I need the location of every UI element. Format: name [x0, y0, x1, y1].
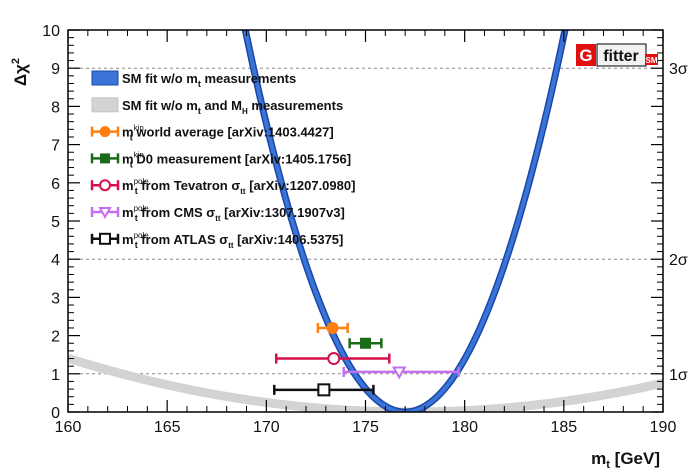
legend-label: mkin t world average [arXiv:1403.4427] — [122, 124, 334, 143]
legend-item: mpole t from Tevatron σtt [arXiv:1207.098… — [90, 177, 355, 196]
legend-marker — [100, 153, 110, 164]
legend-item: mpole t from ATLAS σtt [arXiv:1406.5375] — [90, 231, 343, 250]
legend-swatch — [91, 97, 119, 113]
measurement — [273, 383, 375, 397]
x-tick-label: 185 — [550, 419, 577, 436]
data-point — [326, 321, 339, 334]
measurement — [316, 321, 349, 334]
legend-item: mkin t world average [arXiv:1403.4427] — [90, 124, 334, 143]
legend: SM fit w/o mt measurements SM fit w/o mt … — [90, 70, 355, 250]
y-tick-label: 6 — [51, 176, 60, 193]
measurement — [275, 352, 391, 366]
legend-marker — [99, 179, 111, 192]
curve-sm-fit-without-mt — [243, 30, 568, 412]
logo-g-box — [576, 44, 596, 66]
logo-text: fitter — [603, 48, 639, 65]
y-axis-title: Δχ2 — [10, 58, 30, 86]
legend-label: SM fit w/o mt measurements — [122, 71, 296, 89]
y-tick-label: 3 — [51, 290, 60, 307]
legend-item: SM fit w/o mt and MH measurements — [91, 97, 343, 116]
legend-item: SM fit w/o mt measurements — [91, 70, 296, 89]
logo-sm: SM — [646, 56, 658, 65]
legend-label: mkin t D0 measurement [arXiv:1405.1756] — [122, 150, 351, 169]
legend-label: mpole t from CMS σtt [arXiv:1307.1907v3] — [122, 204, 345, 223]
logo-g: G — [579, 46, 592, 65]
data-point — [317, 383, 331, 397]
data-point — [392, 366, 407, 380]
y-tick-label: 9 — [51, 61, 60, 78]
legend-label: SM fit w/o mt and MH measurements — [122, 98, 343, 116]
y-tick-label: 0 — [51, 405, 60, 422]
legend-item: mkin t D0 measurement [arXiv:1405.1756] — [90, 150, 351, 169]
sigma-label: 1σ — [669, 367, 688, 384]
y-tick-label: 2 — [51, 329, 60, 346]
measurement-points — [273, 321, 460, 397]
x-tick-label: 175 — [352, 419, 379, 436]
axes: 160 165 170 175 180 185 190 0 1 2 3 4 5 6 7 8 9 10 — [42, 23, 676, 436]
data-point — [327, 352, 341, 366]
x-tick-label: 180 — [451, 419, 478, 436]
x-tick-label: 160 — [55, 419, 82, 436]
sigma-reference-lines: 1σ 2σ 3σ — [68, 61, 688, 384]
y-tick-label: 10 — [42, 23, 60, 40]
legend-marker — [99, 232, 111, 245]
legend-item: mpole t from CMS σtt [arXiv:1307.1907v3] — [90, 204, 345, 223]
y-tick-label: 1 — [51, 367, 60, 384]
y-tick-label: 8 — [51, 99, 60, 116]
logo-sm-box — [645, 54, 658, 65]
y-tick-label: 4 — [51, 252, 60, 269]
x-tick-label: 170 — [253, 419, 280, 436]
legend-marker — [98, 207, 112, 220]
legend-label: mpole t from ATLAS σtt [arXiv:1406.5375] — [122, 231, 343, 250]
x-tick-label: 190 — [650, 419, 677, 436]
gfitter-logo: G fitter SM — [576, 43, 658, 67]
data-point — [360, 337, 371, 349]
sigma-label: 3σ — [669, 61, 688, 78]
y-tick-label: 5 — [51, 214, 60, 231]
x-tick-label: 165 — [154, 419, 181, 436]
legend-label: mpole t from Tevatron σtt [arXiv:1207.098… — [122, 177, 355, 196]
legend-swatch — [91, 70, 119, 86]
x-axis-title: mt [GeV] — [591, 449, 660, 471]
sigma-label: 2σ — [669, 252, 688, 269]
y-tick-label: 7 — [51, 138, 60, 155]
measurement — [342, 366, 460, 380]
measurement — [348, 337, 383, 349]
legend-marker — [99, 126, 111, 138]
